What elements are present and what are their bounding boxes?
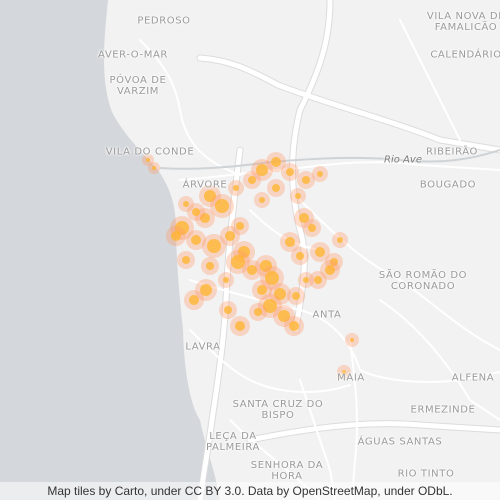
place-vila-do-conde: VILA DO CONDE bbox=[105, 146, 195, 158]
place-maia: MAIA bbox=[337, 372, 365, 384]
hotspot bbox=[285, 237, 295, 247]
hotspot bbox=[248, 176, 256, 184]
place-calendario: CALENDÁRIO bbox=[430, 49, 500, 61]
hotspot bbox=[260, 260, 272, 272]
hotspot bbox=[225, 231, 235, 241]
hotspot bbox=[175, 221, 189, 235]
hotspot bbox=[259, 197, 265, 203]
hotspot bbox=[189, 295, 199, 305]
hotspot bbox=[256, 164, 268, 176]
hotspot bbox=[292, 292, 300, 300]
place-anta: ANTA bbox=[312, 309, 342, 321]
hotspot bbox=[192, 208, 200, 216]
place-pedroso: PEDROSO bbox=[137, 15, 191, 27]
place-senhora-da-hora: SENHORA DA HORA bbox=[250, 460, 324, 482]
place-vila-nova-famalicao: VILA NOVA DE FAMALICÃO bbox=[426, 11, 500, 33]
hotspot bbox=[278, 310, 290, 322]
hotspot bbox=[204, 190, 216, 202]
hotspot bbox=[274, 288, 286, 300]
hotspot bbox=[238, 246, 250, 258]
hotspot bbox=[325, 265, 335, 275]
place-aver-o-mar: AVER-O-MAR bbox=[98, 49, 168, 61]
place-aguas-santas: ÁGUAS SANTAS bbox=[357, 436, 443, 448]
hotspot bbox=[315, 247, 325, 257]
hotspot bbox=[330, 258, 338, 266]
hotspot bbox=[303, 277, 309, 283]
river-ave bbox=[159, 149, 500, 170]
hotspot bbox=[206, 262, 214, 270]
place-santa-cruz-do-bispo: SANTA CRUZ DO BISPO bbox=[232, 399, 324, 421]
place-arvore: ÁRVORE bbox=[182, 179, 228, 191]
hotspot bbox=[317, 171, 323, 177]
hotspot bbox=[302, 176, 310, 184]
hotspot bbox=[235, 321, 245, 331]
hotspot bbox=[257, 285, 267, 295]
river-label: Rio Ave bbox=[384, 154, 422, 166]
place-leca-da-palmeira: LEÇA DA PALMEIRA bbox=[206, 431, 260, 453]
place-ribeirao: RIBEIRÃO bbox=[426, 146, 478, 158]
hotspot bbox=[171, 231, 181, 241]
place-bougado: BOUGADO bbox=[419, 179, 477, 191]
hotspot bbox=[337, 237, 343, 243]
hotspot bbox=[265, 271, 279, 285]
hotspot bbox=[272, 184, 280, 192]
hotspot bbox=[215, 199, 229, 213]
minor-roads bbox=[139, 19, 500, 500]
place-rio-tinto: RIO TINTO bbox=[397, 468, 455, 480]
crime-hotspots bbox=[142, 152, 359, 379]
sea-area bbox=[0, 0, 220, 500]
hotspot bbox=[350, 338, 354, 342]
place-lavra: LAVRA bbox=[185, 341, 221, 353]
hotspot bbox=[308, 224, 316, 232]
place-povoa-de-varzim: PÓVOA DE VARZIM bbox=[109, 75, 167, 97]
hotspot bbox=[263, 299, 277, 313]
hotspot bbox=[271, 157, 281, 167]
hotspot bbox=[223, 277, 229, 283]
place-alfena: ALFENA bbox=[451, 372, 495, 384]
hotspot bbox=[254, 308, 262, 316]
hotspot bbox=[247, 265, 257, 275]
hotspot bbox=[200, 284, 212, 296]
map-attribution: Map tiles by Carto, under CC BY 3.0. Dat… bbox=[0, 482, 500, 500]
hotspot bbox=[191, 235, 201, 245]
hotspot bbox=[231, 255, 245, 269]
hotspot bbox=[233, 185, 239, 191]
place-sao-romao-do-coronado: SÃO ROMÃO DO CORONADO bbox=[378, 270, 468, 292]
hotspot bbox=[299, 213, 309, 223]
hotspot bbox=[342, 370, 346, 374]
hotspot bbox=[314, 276, 322, 284]
hotspot bbox=[289, 321, 299, 331]
hotspot bbox=[236, 222, 244, 230]
hotspot bbox=[182, 256, 190, 264]
hotspot bbox=[200, 213, 210, 223]
hotspot bbox=[207, 239, 221, 253]
hotspot bbox=[152, 166, 156, 170]
hotspot bbox=[286, 168, 294, 176]
place-ermezinde: ERMEZINDE bbox=[410, 404, 476, 416]
hotspot bbox=[295, 193, 301, 199]
hotspot bbox=[224, 306, 232, 314]
hotspot bbox=[146, 158, 150, 162]
hotspot bbox=[296, 252, 304, 260]
hotspot bbox=[183, 201, 189, 207]
